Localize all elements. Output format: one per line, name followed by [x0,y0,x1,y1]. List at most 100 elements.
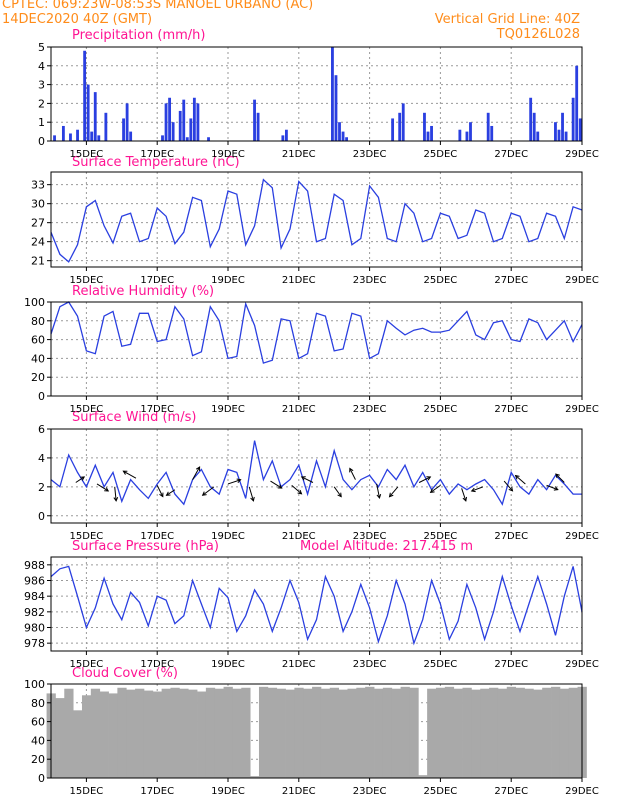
precip-ytick-label: 2 [38,97,45,110]
forecast-start-date: 14DEC2020 40Z (GMT) [2,12,153,27]
pres-ytick-label: 988 [24,559,45,572]
temp-title: Surface Temperature (nC) [72,155,240,170]
precip-bar [465,131,469,141]
cloud-bar [108,693,118,778]
precip-xtick-label: 21DEC [282,149,316,160]
wind-arrow-head [429,488,435,494]
model-altitude-label: Model Altitude: 217.415 m [300,539,474,554]
station-header: CPTEC: 069:23W-08:53S MANOEL URBANO (AC) [2,0,314,12]
precip-bar [104,112,108,141]
precip-ytick-label: 5 [38,41,45,54]
precip-bar [430,125,433,141]
precip-ytick-label: 3 [38,79,45,92]
cloud-bar [232,688,242,778]
rh-xtick-label: 27DEC [494,404,528,415]
wind-arrow-head [300,476,306,481]
rh-ytick-label: 80 [31,315,45,328]
wind-arrow [418,476,431,483]
rh-xtick-label: 19DEC [211,404,245,415]
wind-arrow [123,470,137,479]
wind-arrow-head [508,486,514,492]
precip-bar [345,137,349,141]
cloud-ytick-label: 100 [24,678,45,691]
cloud-bar [559,688,570,778]
cloud-bar [551,686,561,778]
cloud-bar [418,775,428,778]
rh-ytick-label: 0 [38,390,45,403]
wind-ytick-label: 4 [38,452,45,465]
rh-frame [50,301,583,397]
pres-ytick-label: 984 [24,590,45,603]
wind-arrow [75,476,85,483]
model-resolution-label: TQ0126L028 [496,27,580,42]
cloud-bar [64,688,74,778]
cloud-bar [170,687,180,778]
rh-xtick-label: 25DEC [424,404,458,415]
pres-xtick-label: 29DEC [565,659,599,670]
wind-ytick-label: 0 [38,510,45,523]
wind-xtick-label: 21DEC [282,531,316,542]
cloud-bar [515,687,525,778]
pres-frame [50,556,583,652]
temp-ytick-label: 30 [31,198,45,211]
cloud-ytick-label: 20 [31,753,45,766]
wind-xtick-label: 23DEC [353,531,387,542]
pres-ytick-label: 986 [24,575,45,588]
cloud-bar [462,687,472,778]
pres-ytick-label: 982 [24,606,45,619]
temp-xtick-label: 23DEC [353,275,387,286]
precip-bar [168,97,172,141]
wind-arrow [96,483,109,492]
wind-arrow [248,486,254,501]
precip-xtick-label: 17DEC [140,149,174,160]
cloud-bar [152,691,163,778]
precip-xtick-label: 19DEC [211,149,245,160]
cloud-xtick-label: 15DEC [70,786,104,797]
cloud-bar [391,688,401,778]
rh-xtick-label: 21DEC [282,404,316,415]
precip-bar [338,122,341,141]
temp-xtick-label: 15DEC [70,275,104,286]
wind-arrow [291,485,302,495]
cloud-bar [285,689,295,778]
wind-xtick-label: 29DEC [565,531,599,542]
cloud-xtick-label: 21DEC [282,786,316,797]
precip-bar [469,122,472,141]
pres-xtick-label: 17DEC [140,659,174,670]
wind-title: Surface Wind (m/s) [72,410,197,425]
temp-ytick-label: 27 [31,217,45,230]
cloud-bar [73,710,83,778]
precip-bar [564,131,568,141]
precip-bar [161,135,164,141]
cloud-xtick-label: 27DEC [494,786,528,797]
precip-bar [571,97,575,141]
temp-ytick-label: 33 [31,179,45,192]
precip-title: Precipitation (mm/h) [72,28,206,43]
precip-bar [61,125,65,141]
pres-xtick-label: 23DEC [353,659,387,670]
pres-xtick-label: 19DEC [211,659,245,670]
precip-bar [557,129,561,141]
cloud-bar [365,686,375,778]
wind-arrow-head [236,478,242,484]
temp-xtick-label: 25DEC [424,275,458,286]
wind-ytick-label: 2 [38,481,45,494]
precip-xtick-label: 25DEC [424,149,458,160]
wind-arrow [430,484,441,493]
rh-ytick-label: 60 [31,334,45,347]
precip-bar [90,131,94,141]
cloud-ytick-label: 0 [38,772,45,785]
precip-bar [486,112,490,141]
rh-xtick-label: 15DEC [70,404,104,415]
precip-bar [561,112,564,141]
cloud-bar [524,688,534,778]
cloud-bar [533,689,543,778]
cloud-bar [81,695,92,778]
wind-xtick-label: 19DEC [211,531,245,542]
wind-arrow-head [337,492,342,498]
wind-arrow [227,479,241,485]
wind-xtick-label: 17DEC [140,531,174,542]
precip-bar [189,118,193,141]
cloud-bar [179,688,189,778]
wind-arrow-head [470,487,476,493]
